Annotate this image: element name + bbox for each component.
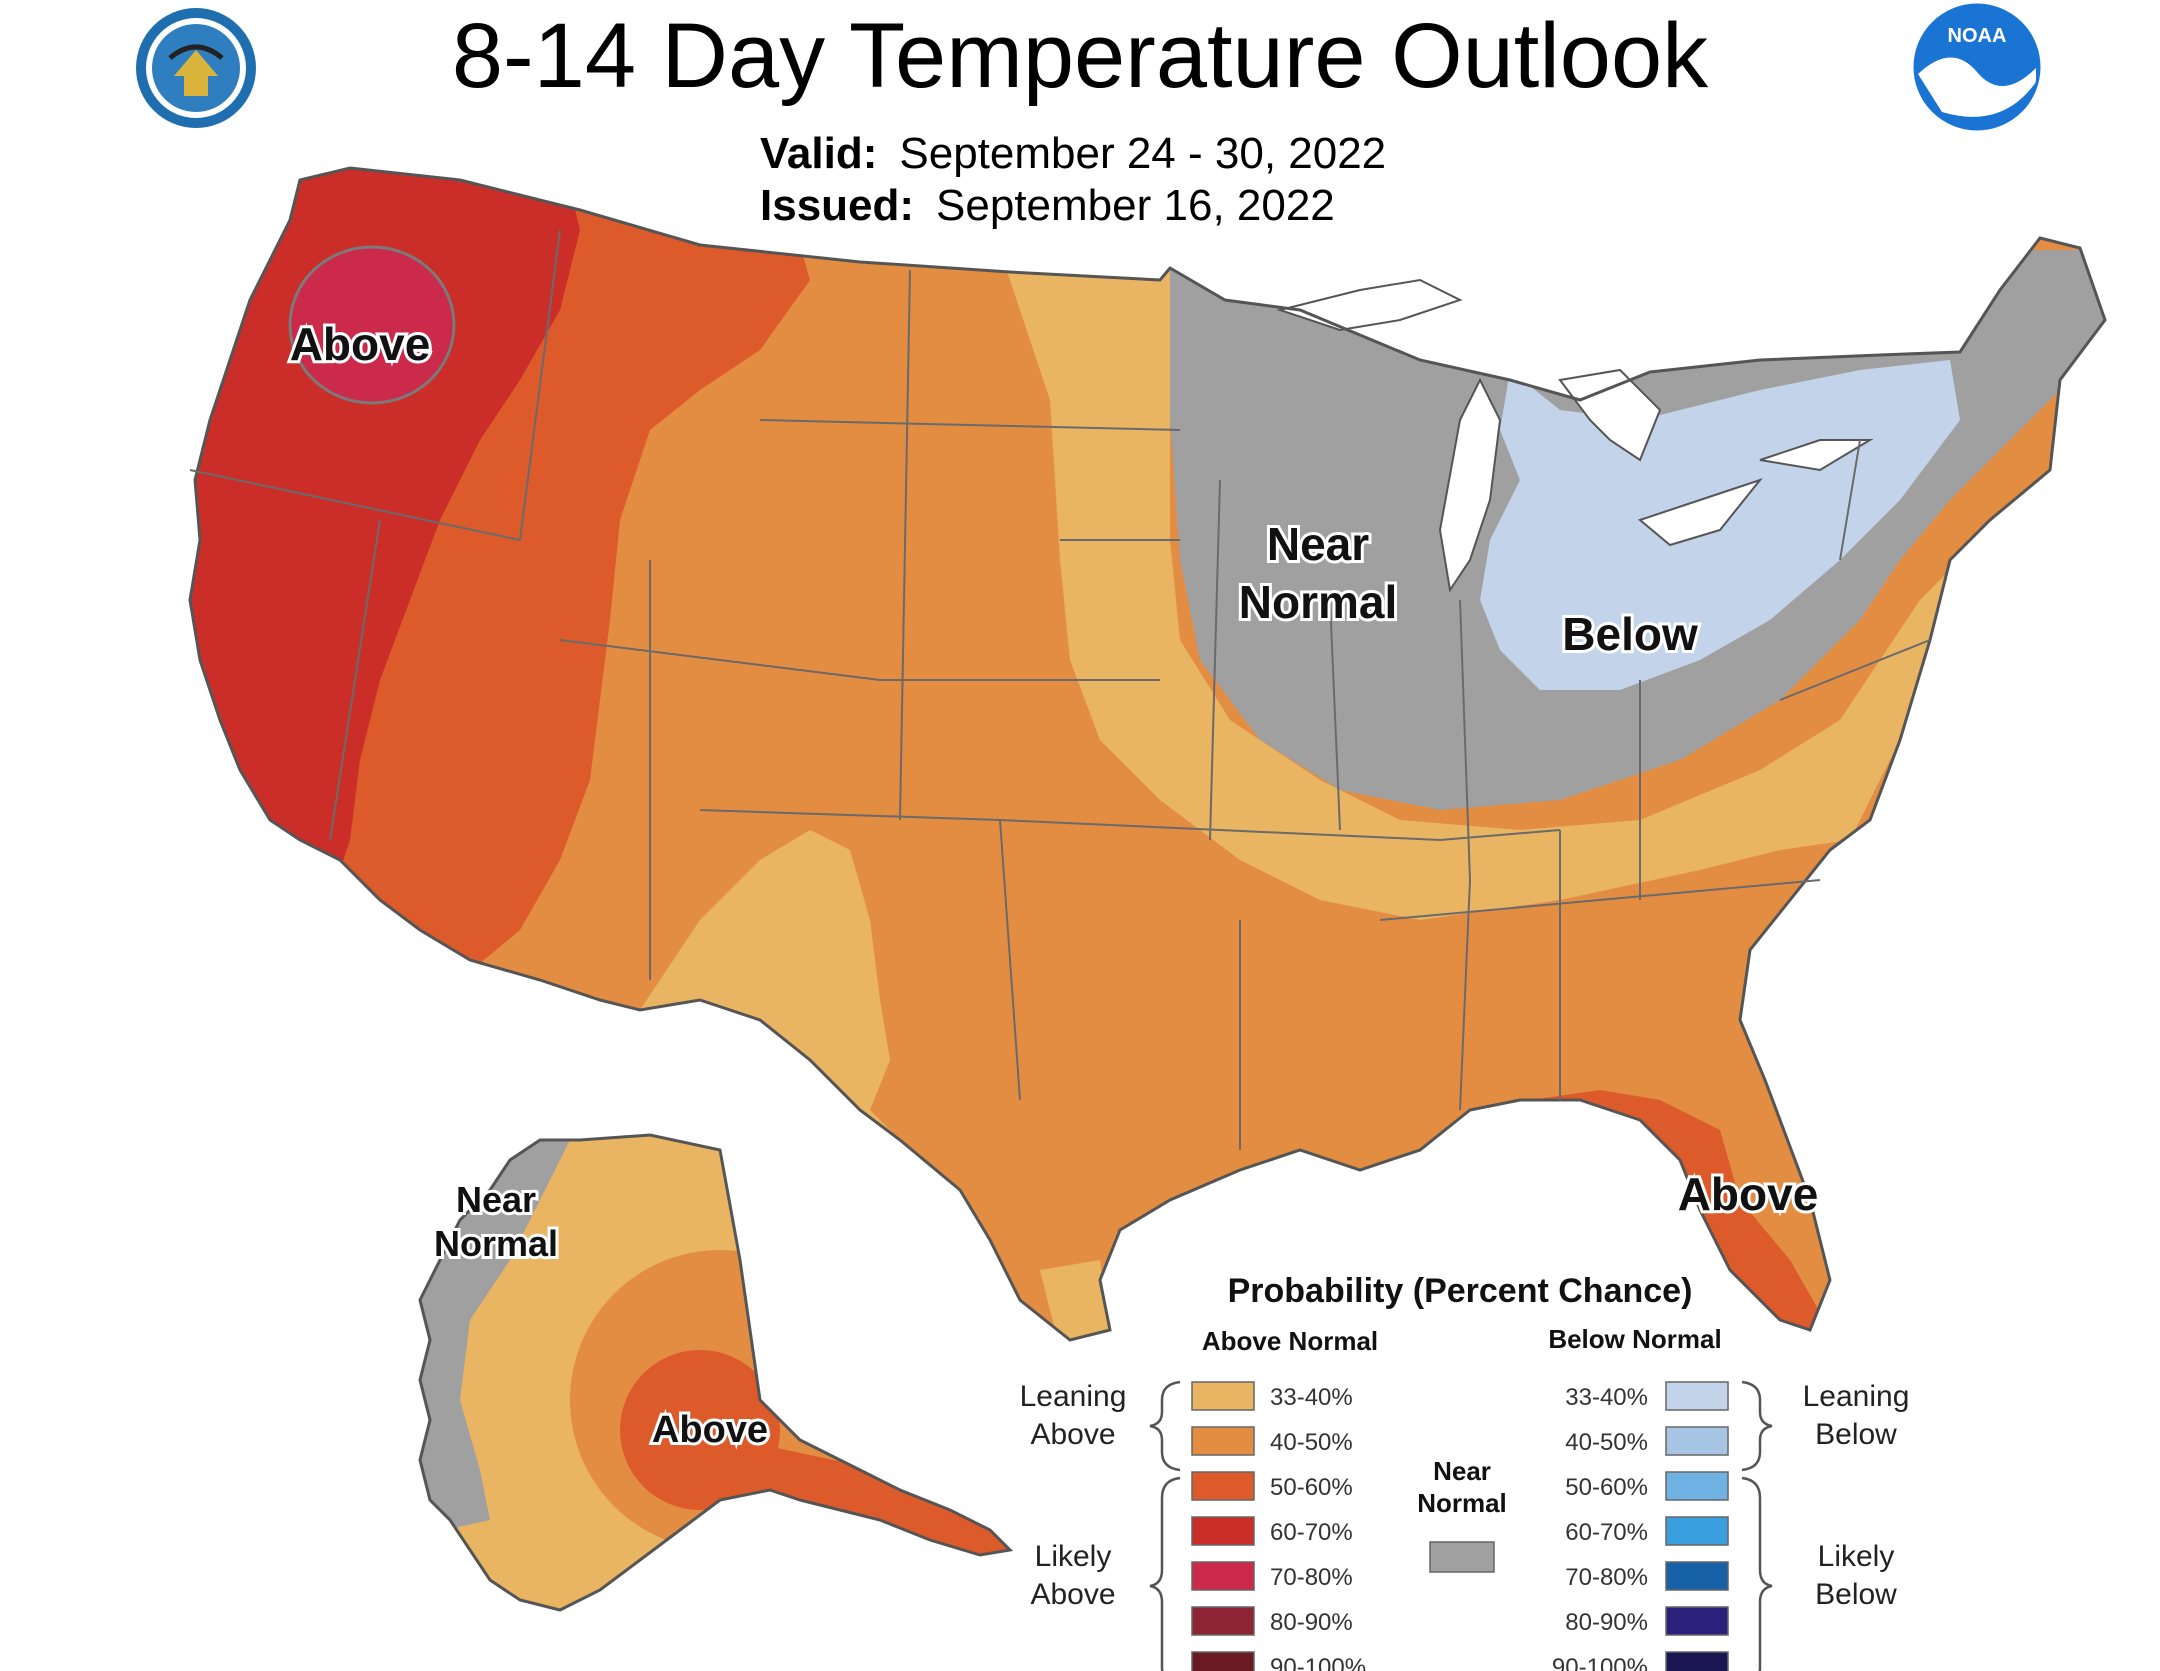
below-swatch-3: [1665, 1516, 1729, 1546]
leaning-above-2: Above: [1030, 1418, 1115, 1451]
above-range-label-2: 50-60%: [1270, 1474, 1353, 1501]
leaning-above-1: Leaning: [1020, 1380, 1127, 1413]
above-swatch-6: [1191, 1651, 1255, 1671]
region-florida-above-50: [1530, 1090, 1830, 1340]
issued-value: September 16, 2022: [936, 181, 1335, 230]
likely-below-1: Likely: [1818, 1540, 1895, 1573]
label-ak-near-1: Near: [456, 1179, 536, 1220]
above-range-label-1: 40-50%: [1270, 1429, 1353, 1456]
above-range-label-4: 70-80%: [1270, 1564, 1353, 1591]
region-txcoast-leaning-above-33: [1040, 1260, 1110, 1340]
label-fl-above: Above: [1678, 1168, 1819, 1220]
legend-near-header-2: Normal: [1417, 1488, 1507, 1518]
below-swatch-1: [1665, 1426, 1729, 1456]
likely-above-2: Above: [1030, 1578, 1115, 1611]
label-ak-above: Above: [652, 1409, 768, 1451]
label-nw-above: Above: [290, 318, 431, 370]
leaning-below-1: Leaning: [1803, 1380, 1910, 1413]
region-likely-above-70: [288, 245, 456, 405]
above-swatch-3: [1191, 1516, 1255, 1546]
below-range-label-0: 33-40%: [1565, 1384, 1648, 1411]
issued-label: Issued:: [760, 181, 915, 230]
legend-braces: [1149, 1380, 1773, 1671]
valid-label: Valid:: [760, 129, 878, 178]
conus-outline: [188, 166, 2107, 1342]
label-near-normal-2: Normal: [1239, 576, 1397, 628]
label-ak-near-2: Normal: [434, 1223, 558, 1264]
doc-seal-icon: [136, 8, 256, 128]
page-title: 8-14 Day Temperature Outlook: [451, 5, 1709, 107]
noaa-logo-icon: NOAA: [1913, 3, 2041, 131]
below-range-label-6: 90-100%: [1552, 1654, 1648, 1671]
below-swatch-6: [1665, 1651, 1729, 1671]
noaa-logo-text: NOAA: [1948, 25, 2007, 47]
below-swatch-4: [1665, 1561, 1729, 1591]
legend-near-header-1: Near: [1433, 1456, 1491, 1486]
valid-row: Valid: September 24 - 30, 2022: [760, 128, 1386, 180]
below-swatch-5: [1665, 1606, 1729, 1636]
below-swatch-0: [1665, 1381, 1729, 1411]
above-swatch-5: [1191, 1606, 1255, 1636]
legend-title: Probability (Percent Chance): [1228, 1272, 1693, 1310]
below-swatch-2: [1665, 1471, 1729, 1501]
region-likely-above-60: [190, 168, 580, 900]
below-range-label-2: 50-60%: [1565, 1474, 1648, 1501]
region-leaning-above-33: [1000, 250, 1980, 920]
above-range-label-0: 33-40%: [1270, 1384, 1353, 1411]
legend-right-labels: Leaning Below Likely Below: [1803, 1380, 1910, 1611]
below-range-label-4: 70-80%: [1565, 1564, 1648, 1591]
legend-above-swatches: 33-40% 40-50% 50-60% 60-70% 70-80% 80-90% 90-1…: [1191, 1381, 1366, 1671]
above-swatch-0: [1191, 1381, 1255, 1411]
valid-value: September 24 - 30, 2022: [899, 129, 1387, 178]
above-swatch-4: [1191, 1561, 1255, 1591]
legend-near-swatch: [1429, 1541, 1495, 1573]
legend-below-swatches: 33-40% 40-50% 50-60% 60-70% 70-80% 80-90% 90-1…: [1552, 1381, 1729, 1671]
legend-below-header: Below Normal: [1548, 1324, 1721, 1354]
label-near-normal-1: Near: [1267, 518, 1369, 570]
date-block: Valid: September 24 - 30, 2022 Issued: Sep…: [760, 128, 1386, 232]
legend-above-header: Above Normal: [1202, 1326, 1378, 1356]
below-range-label-1: 40-50%: [1565, 1429, 1648, 1456]
likely-above-1: Likely: [1035, 1540, 1112, 1573]
below-range-label-5: 80-90%: [1565, 1609, 1648, 1636]
label-below: Below: [1562, 608, 1698, 660]
legend-left-labels: Leaning Above Likely Above: [1020, 1380, 1127, 1611]
likely-below-2: Below: [1815, 1578, 1897, 1611]
above-swatch-2: [1191, 1471, 1255, 1501]
above-range-label-6: 90-100%: [1270, 1654, 1366, 1671]
below-range-label-3: 60-70%: [1565, 1519, 1648, 1546]
great-lakes: [1276, 278, 1874, 593]
leaning-below-2: Below: [1815, 1418, 1897, 1451]
issued-row: Issued: September 16, 2022: [760, 180, 1386, 232]
map-labels: Above Near Normal Below Above Near Norma…: [287, 315, 1822, 1454]
state-lines: [189, 229, 1931, 1150]
above-range-label-5: 80-90%: [1270, 1609, 1353, 1636]
above-range-label-3: 60-70%: [1270, 1519, 1353, 1546]
above-swatch-1: [1191, 1426, 1255, 1456]
alaska-outline: [418, 1133, 1014, 1612]
